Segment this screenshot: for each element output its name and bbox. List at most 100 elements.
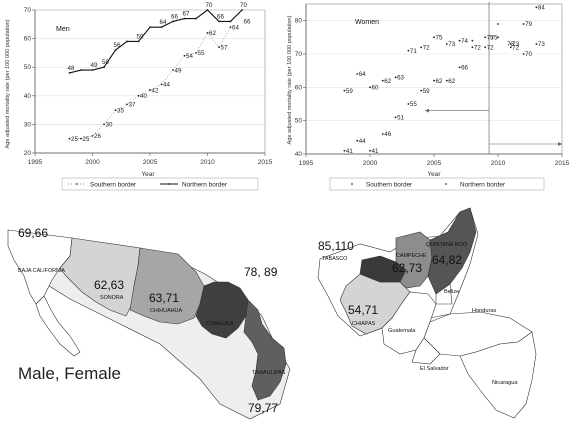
women-y-tick-label: 60	[295, 84, 303, 91]
sonora-value: 62,63	[94, 278, 124, 292]
women-northern-border-point	[445, 43, 448, 45]
men-y-tick-label: 30	[24, 121, 32, 128]
men-southern-border-data-label: 64	[232, 24, 239, 31]
southern-map-shapes	[317, 207, 537, 419]
men-x-axis-label: Year	[141, 171, 155, 178]
honduras-label: Honduras	[472, 308, 496, 314]
women-northern-border-data-label: 70	[525, 51, 532, 58]
quintana-roo-name: QUINTANA ROO	[426, 242, 467, 248]
women-legend: Southern border Northern border	[329, 177, 545, 191]
women-extra-data-label: 75	[491, 35, 498, 42]
men-northern-border-data-label: 67	[183, 11, 190, 18]
women-y-tick-label: 70	[295, 51, 303, 58]
men-chart-title: Men	[56, 26, 70, 33]
women-northern-border-data-label: 59	[346, 88, 353, 95]
campeche-shape	[395, 231, 433, 289]
men-southern-border-data-label: 26	[94, 133, 101, 140]
women-northern-border-data-label: 72	[487, 45, 494, 52]
women-x-tick-label: 2015	[555, 160, 570, 167]
men-southern-border-line	[69, 27, 231, 139]
men-legend-southern-label: Southern border	[90, 182, 137, 189]
women-southern-border-data-label: 75	[487, 35, 494, 42]
tamaulipas-name: TAMAULIPAS	[252, 370, 286, 376]
southern-map-labels: 85,110 TABASCO CAMPECHE 62,73 QUINTANA R…	[318, 239, 518, 386]
women-southern-border-data-label: 84	[538, 5, 545, 12]
men-southern-border-point	[218, 46, 220, 49]
men-southern-border-data-label: 25	[83, 136, 90, 143]
men-y-tick-label: 20	[24, 150, 32, 157]
campeche-value: 62,73	[392, 261, 422, 275]
baja-california-name: BAJA CALIFORNIA	[18, 268, 65, 274]
women-y-axis-label: Age adjusted mortality rate (per 100 000…	[287, 15, 293, 144]
women-southern-border-point	[535, 6, 538, 9]
women-northern-border-data-label: 62	[384, 78, 391, 85]
women-southern-border-data-label: 72	[474, 45, 481, 52]
men-northern-border-data-label: 66	[217, 13, 224, 20]
women-southern-border-point	[394, 116, 397, 119]
men-northern-border-point	[80, 69, 82, 71]
men-southern-border-point	[103, 123, 105, 126]
men-northern-border-point	[137, 40, 140, 43]
women-northern-border-data-label: 74	[461, 38, 468, 45]
women-left-arrow-head	[425, 108, 430, 113]
men-legend-northern-marker	[168, 183, 170, 185]
men-southern-border-data-label: 30	[106, 122, 113, 129]
women-southern-border-point	[420, 89, 423, 92]
men-legend: Southern border Northern border	[61, 177, 259, 191]
women-northern-border-point	[381, 79, 384, 82]
women-axes: 40 50 60 70 80 1995 2000 2005 2010 2015	[295, 4, 570, 167]
men-axes: 20 30 40 50 60 70 1995 2000 2005 2010 2015	[24, 7, 273, 166]
women-chart-title: Women	[355, 19, 379, 26]
women-plot-frame	[305, 3, 563, 155]
men-southern-border-data-label: 37	[129, 102, 136, 109]
women-southern-border-data-label: 51	[397, 115, 404, 122]
women-legend-southern-marker	[351, 183, 353, 185]
women-northern-border-data-label: 73	[448, 41, 455, 48]
women-annotations	[425, 2, 562, 154]
women-extra-data-label: 73	[507, 41, 514, 48]
men-southern-border-point	[68, 137, 71, 140]
women-x-tick-label: 2000	[363, 160, 378, 167]
women-northern-border-point	[458, 39, 461, 42]
baja-peninsula-shape	[35, 295, 81, 357]
women-southern-border-data-label: 73	[512, 41, 519, 48]
women-southern-border-data-label: 41	[372, 148, 379, 155]
nicaragua-label: Nicaragua	[492, 380, 518, 386]
women-southern-border-data-label: 59	[423, 88, 430, 95]
women-southern-border-point	[509, 43, 512, 45]
women-x-tick-label: 2005	[427, 160, 442, 167]
northern-map-labels: 69,66 BAJA CALIFORNIA 62,63 SONORA 63,71…	[18, 226, 286, 415]
women-southern-border-data-label: 62	[436, 78, 443, 85]
women-southern-border-data-label: 44	[359, 138, 366, 145]
men-northern-border-point	[229, 20, 232, 23]
baja-california-value: 69,66	[18, 226, 48, 240]
women-northern-border-point	[407, 49, 410, 52]
women-right-arrow-head	[558, 142, 562, 146]
men-northern-border-data-label: 59	[137, 33, 144, 40]
chiapas-name: CHIAPAS	[352, 321, 376, 327]
men-northern-border-data-label: 49	[91, 62, 98, 69]
women-southern-border-data-label: 55	[410, 101, 417, 108]
men-plot-area: 20 30 40 50 60 70 1995 2000 2005 2010 2015 25 25 26 3…	[24, 2, 273, 166]
women-southern-border-point	[433, 79, 435, 82]
men-northern-border-line	[69, 9, 243, 74]
men-southern-border-point	[80, 137, 82, 140]
women-southern-border-point	[381, 133, 384, 135]
women-northern-border-point	[369, 86, 371, 89]
men-mortality-chart: 20 30 40 50 60 70 1995 2000 2005 2010 2015 25 25 26 3…	[5, 2, 273, 191]
women-northern-border-data-label: 73	[538, 41, 545, 48]
men-northern-border-point	[149, 26, 151, 29]
women-y-tick-label: 80	[295, 18, 303, 25]
women-southern-border-point	[458, 66, 461, 69]
men-northern-border-data-label: 70	[206, 2, 213, 9]
tamaulipas-shape	[243, 299, 287, 401]
women-southern-border-point	[356, 139, 359, 142]
women-northern-border-point	[535, 43, 538, 45]
women-x-tick-label: 2010	[491, 160, 506, 167]
men-northern-border-data-label: 64	[160, 19, 167, 26]
women-x-tick-label: 1995	[299, 160, 314, 167]
men-x-tick-label: 1995	[28, 159, 43, 166]
women-southern-border-data-label: 62	[448, 78, 455, 85]
chiapas-value: 54,71	[348, 303, 378, 317]
men-southern-border-point	[91, 134, 94, 137]
